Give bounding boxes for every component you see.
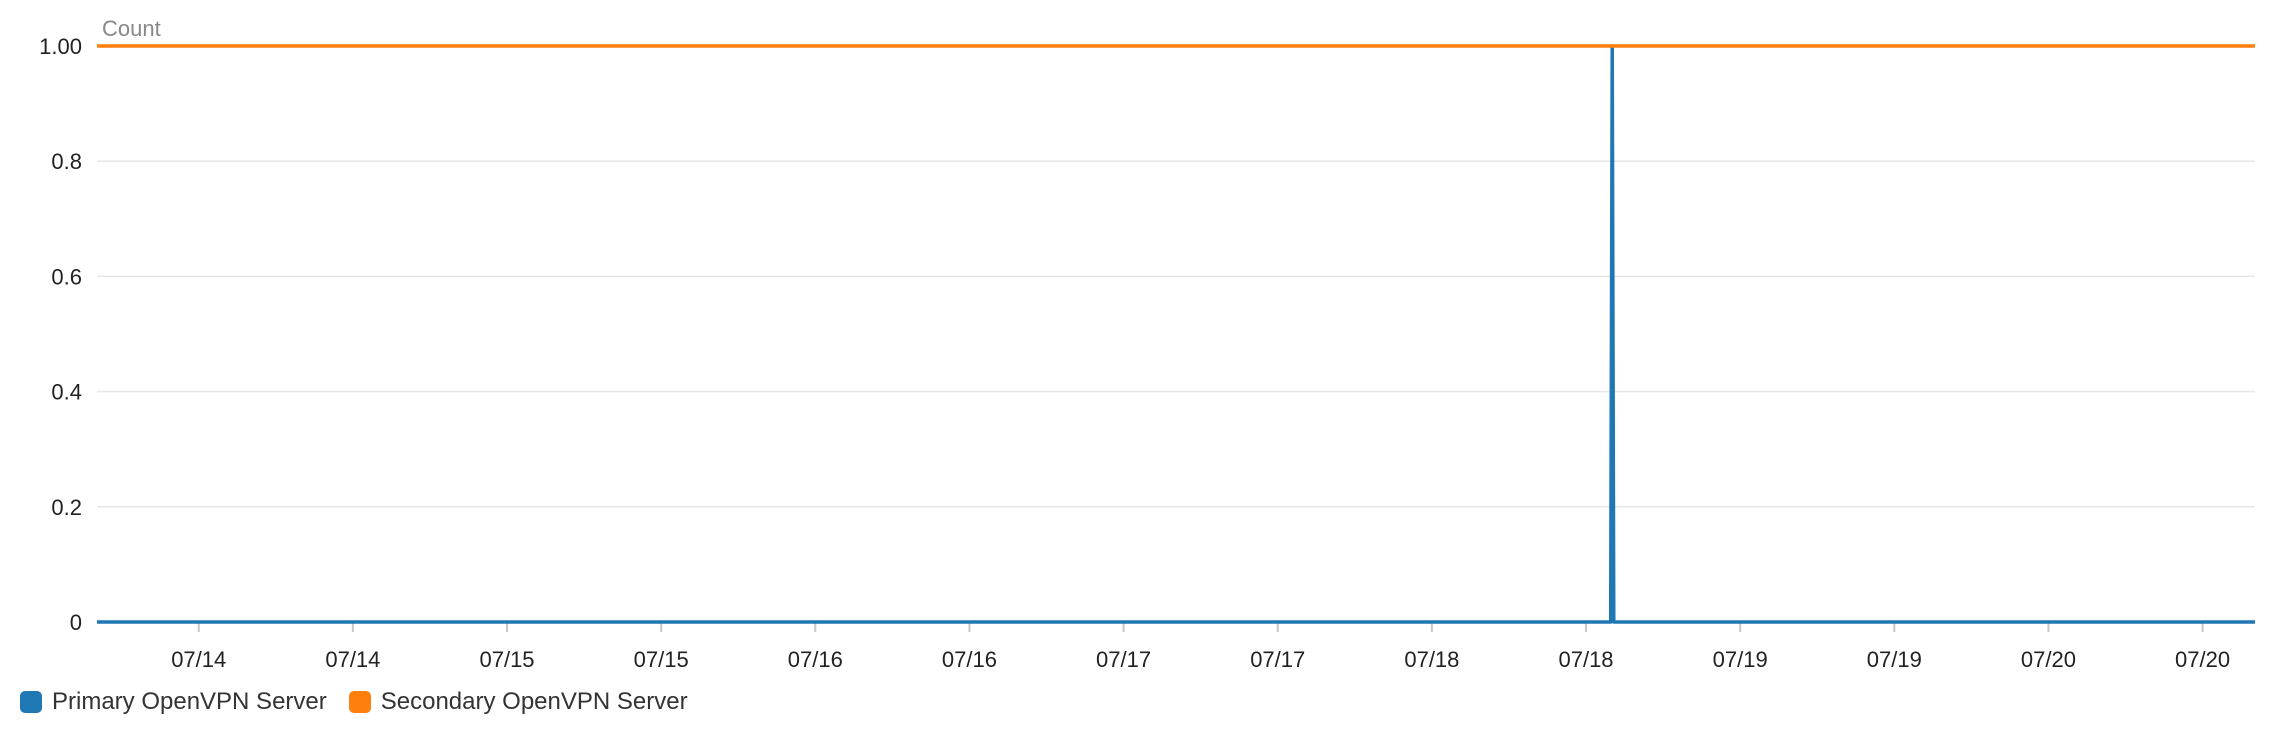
legend-swatch-secondary <box>348 691 371 713</box>
y-tick-label: 0.2 <box>51 495 82 520</box>
legend-item-secondary[interactable]: Secondary OpenVPN Server <box>348 688 688 716</box>
x-tick-label: 07/15 <box>634 647 689 672</box>
x-tick-label: 07/17 <box>1250 647 1305 672</box>
x-tick-label: 07/20 <box>2021 647 2076 672</box>
legend: Primary OpenVPN Server Secondary OpenVPN… <box>20 688 710 716</box>
legend-label-primary: Primary OpenVPN Server <box>52 688 327 715</box>
y-axis-label: Count <box>102 16 161 41</box>
x-tick-label: 07/15 <box>479 647 534 672</box>
x-tick-label: 07/16 <box>942 647 997 672</box>
y-tick-label: 0 <box>70 610 82 635</box>
x-tick-label: 07/16 <box>788 647 843 672</box>
x-tick-label: 07/18 <box>1404 647 1459 672</box>
y-tick-label: 1.00 <box>39 34 82 59</box>
legend-label-secondary: Secondary OpenVPN Server <box>380 688 688 715</box>
legend-swatch-primary <box>20 691 42 713</box>
x-tick-label: 07/14 <box>325 647 380 672</box>
y-tick-label: 0.6 <box>51 264 82 289</box>
x-tick-label: 07/19 <box>1713 647 1768 672</box>
x-tick-label: 07/20 <box>2175 647 2230 672</box>
x-tick-label: 07/17 <box>1096 647 1151 672</box>
x-tick-label: 07/18 <box>1558 647 1613 672</box>
series-line-primary <box>97 44 2255 624</box>
y-tick-label: 0.8 <box>51 149 82 174</box>
legend-item-primary[interactable]: Primary OpenVPN Server <box>20 688 327 716</box>
x-tick-label: 07/14 <box>171 647 226 672</box>
y-tick-label: 0.4 <box>51 380 82 405</box>
x-tick-label: 07/19 <box>1867 647 1922 672</box>
